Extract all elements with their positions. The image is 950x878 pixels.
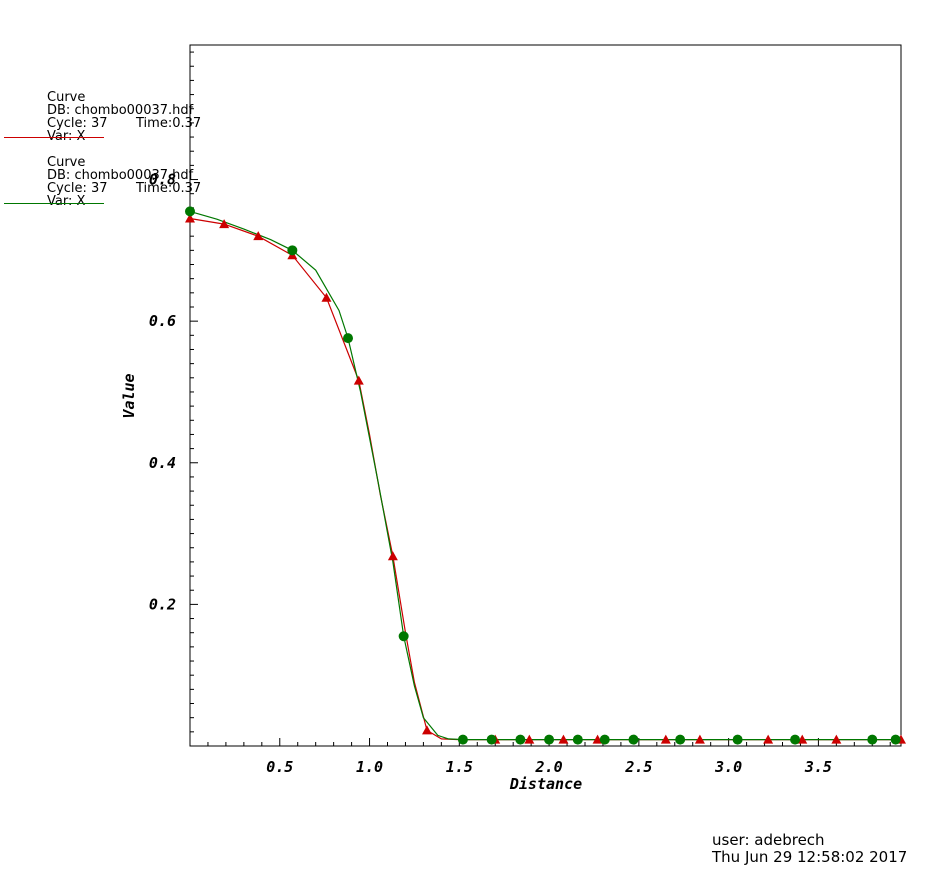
triangle-marker <box>558 734 569 744</box>
circle-marker <box>515 734 526 745</box>
triangle-marker <box>353 375 364 385</box>
legend-time: Time:0.37 <box>136 181 202 196</box>
x-tick-label: 1.5 <box>446 758 473 776</box>
circle-marker <box>867 734 878 745</box>
user-info: user: adebrech Thu Jun 29 12:58:02 2017 <box>712 832 907 866</box>
triangle-marker <box>387 551 398 561</box>
x-tick-label: 0.5 <box>266 758 293 776</box>
triangle-marker <box>219 219 230 229</box>
user-name: user: adebrech <box>712 831 825 849</box>
y-tick-label: 0.6 <box>149 312 176 330</box>
triangle-marker <box>253 231 264 241</box>
y-minor-ticks <box>190 51 198 733</box>
triangle-marker <box>763 734 774 744</box>
x-tick-labels: 0.5 1.0 1.5 2.0 2.5 3.0 3.5 <box>266 758 832 776</box>
circle-marker <box>457 734 468 745</box>
circle-marker <box>544 734 555 745</box>
triangle-marker <box>660 734 671 744</box>
triangle-marker <box>831 734 842 744</box>
x-tick-label: 3.0 <box>714 758 742 776</box>
circle-marker <box>343 333 353 344</box>
x-tick-label: 3.5 <box>804 758 832 776</box>
triangle-marker <box>694 734 705 744</box>
legend-line-red <box>4 137 104 138</box>
triangle-marker <box>422 725 432 735</box>
legend-cycle: Cycle: 37 <box>47 116 108 131</box>
legend-time: Time:0.37 <box>136 116 202 131</box>
circle-marker <box>890 734 901 745</box>
legend-db: DB: chombo00037.hdf <box>47 103 194 118</box>
legend-cycle: Cycle: 37 <box>47 181 108 196</box>
circle-marker <box>599 734 610 745</box>
markers <box>185 206 906 745</box>
legend-var: Var: X <box>47 194 86 209</box>
circle-marker <box>790 734 801 745</box>
x-axis-label: Distance <box>509 775 582 793</box>
y-axis-label: Value <box>120 373 138 418</box>
x-tick-label: 2.0 <box>535 758 563 776</box>
x-tick-label: 1.0 <box>356 758 383 776</box>
circle-marker <box>185 206 195 217</box>
y-tick-label: 0.8 <box>149 171 176 189</box>
legend-title: Curve <box>47 155 86 170</box>
legend-entry-1: Curve DB: chombo00037.hdf Cycle: 37 Time… <box>47 90 201 144</box>
circle-marker <box>287 245 298 256</box>
circle-marker <box>572 734 583 745</box>
y-tick-label: 0.4 <box>149 454 176 472</box>
legend-var: Var: X <box>47 129 86 144</box>
triangle-marker <box>185 213 195 223</box>
circle-marker <box>675 734 686 745</box>
triangle-marker <box>321 292 332 302</box>
series-line-1 <box>189 217 901 741</box>
timestamp: Thu Jun 29 12:58:02 2017 <box>712 848 908 866</box>
legend-line-green <box>4 203 104 204</box>
circle-marker <box>628 734 639 745</box>
plot-frame <box>189 44 902 747</box>
y-tick-labels: 0.2 0.4 0.6 0.8 <box>149 171 176 614</box>
curves <box>189 210 901 741</box>
legend-title: Curve <box>47 90 86 105</box>
triangle-marker <box>524 734 535 744</box>
circle-marker <box>398 631 409 642</box>
series-line-2 <box>189 210 896 741</box>
circle-marker <box>486 734 497 745</box>
legend-entry-2: Curve DB: chombo00037.hdf Cycle: 37 Time… <box>47 155 201 209</box>
legend-db: DB: chombo00037.hdf <box>47 168 194 183</box>
y-tick-label: 0.2 <box>149 595 176 613</box>
circle-marker <box>732 734 743 745</box>
x-tick-label: 2.5 <box>624 758 652 776</box>
